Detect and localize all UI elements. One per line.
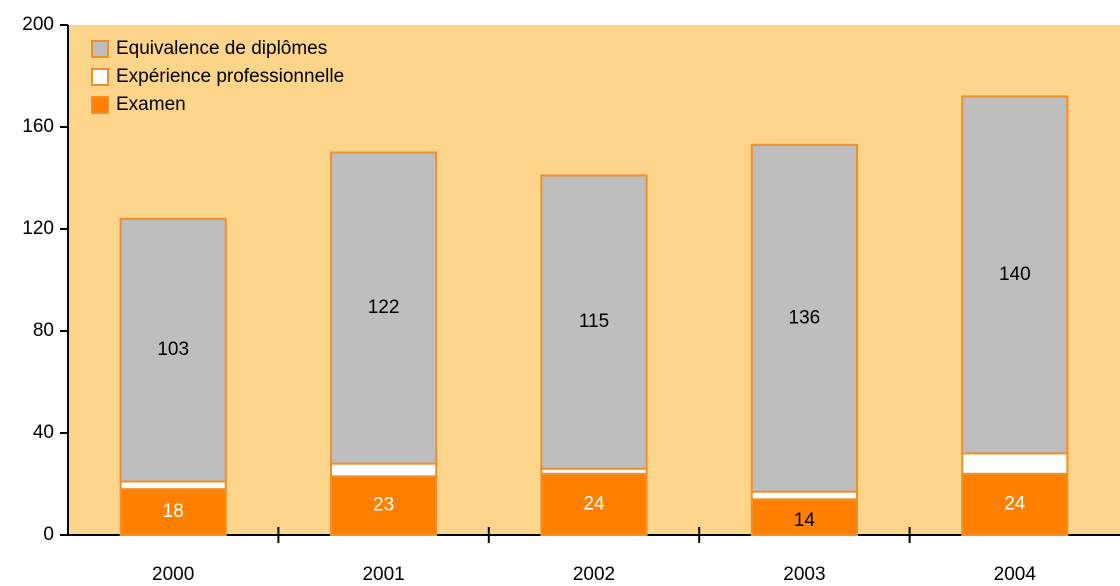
bar-segment <box>330 475 438 537</box>
y-tick-label: 80 <box>33 320 54 341</box>
bar-segment <box>540 174 648 470</box>
bar-segment <box>330 462 438 478</box>
legend-swatch <box>91 68 109 86</box>
data-label: 24 <box>583 493 605 514</box>
bar-segment <box>750 498 858 536</box>
data-label: 23 <box>373 495 394 516</box>
x-tick-label: 2000 <box>152 564 194 585</box>
bar-segment <box>119 217 227 483</box>
data-label: 103 <box>157 339 189 360</box>
bar-segment <box>961 472 1069 536</box>
data-label: 14 <box>794 510 816 531</box>
data-label: 122 <box>368 297 400 318</box>
x-tick-label: 2002 <box>573 564 615 585</box>
x-tick-label: 2003 <box>783 564 825 585</box>
bar-segment <box>330 151 438 465</box>
bar-segment <box>961 95 1069 455</box>
y-tick-label: 120 <box>22 218 54 239</box>
y-tick-label: 40 <box>33 422 54 443</box>
x-tick-label: 2001 <box>362 564 404 585</box>
bar-segment <box>750 490 858 501</box>
legend-label: Expérience professionnelle <box>116 66 344 87</box>
data-label: 140 <box>999 264 1031 285</box>
bar-segment <box>540 472 648 536</box>
y-tick-label: 200 <box>22 14 54 35</box>
data-label: 18 <box>163 501 184 522</box>
legend-swatch <box>91 96 109 114</box>
legend-swatch <box>91 40 109 58</box>
data-label: 115 <box>579 311 609 332</box>
y-tick-label: 160 <box>22 116 54 137</box>
legend-label: Equivalence de diplômes <box>116 38 327 59</box>
data-label: 24 <box>1004 493 1026 514</box>
legend-label: Examen <box>116 94 186 115</box>
y-tick-label: 0 <box>43 524 54 545</box>
bar-segment <box>119 480 227 491</box>
bar-segment <box>961 452 1069 475</box>
x-tick-label: 2004 <box>994 564 1037 585</box>
bar-segment <box>119 488 227 537</box>
bar-segment <box>750 143 858 493</box>
data-label: 136 <box>789 307 821 328</box>
